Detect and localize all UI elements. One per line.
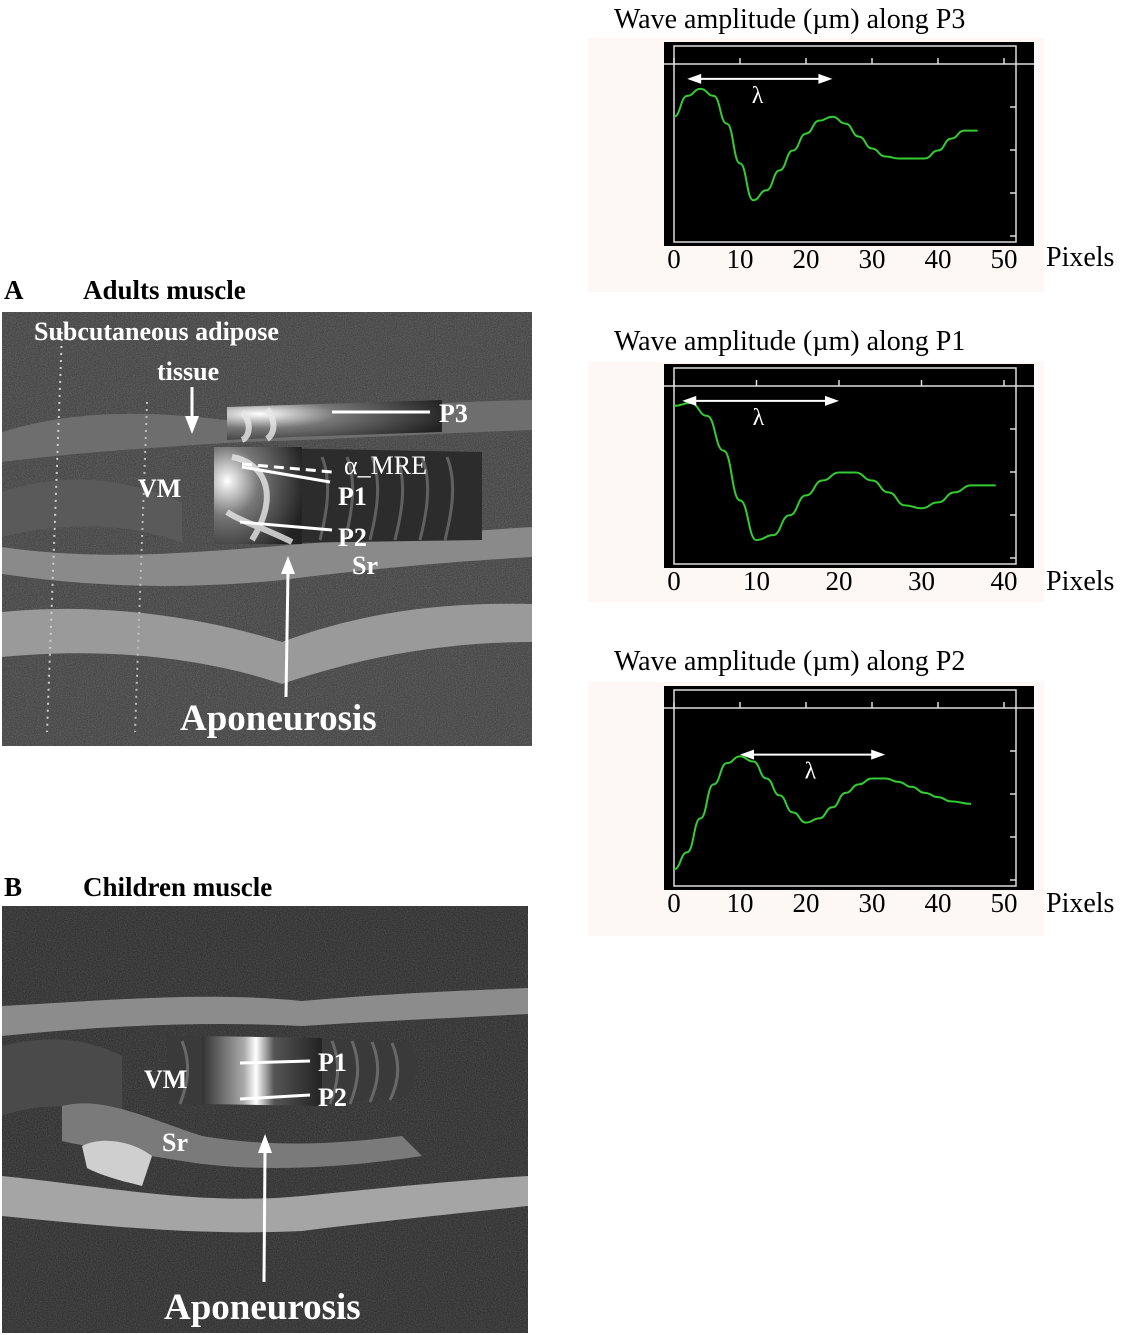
label-subcutaneous: Subcutaneous adipose (34, 317, 279, 346)
label-tissue: tissue (157, 357, 219, 386)
chart-p3: λ (664, 42, 1034, 246)
plot-area (664, 686, 1034, 890)
label-p3: P3 (439, 399, 468, 428)
chart-p1: λ (664, 364, 1034, 568)
x-axis-label-p1: Pixels (1046, 566, 1115, 597)
lambda-label: λ (753, 405, 765, 431)
adult-mre-image: Subcutaneous adipose tissue P3 α_MRE VM … (2, 312, 532, 746)
x-tick-label: 0 (667, 566, 681, 596)
plot-frame (673, 689, 1017, 887)
label-p2: P2 (338, 523, 367, 552)
plot-area (664, 42, 1034, 246)
lambda-arrow-head-left (682, 395, 697, 406)
lambda-label: λ (805, 759, 817, 785)
lambda-arrow-head-right (871, 749, 886, 760)
x-ticks-p3: 0 10 20 30 40 50 (664, 244, 1034, 278)
label-alpha-mre: α_MRE (344, 451, 427, 480)
chart-title-p2: Wave amplitude (µm) along P2 (614, 646, 966, 677)
label-p1-b: P1 (318, 1048, 347, 1077)
x-tick-label: 40 (924, 244, 952, 274)
data-line (673, 755, 972, 871)
label-sr-b: Sr (162, 1128, 188, 1157)
x-ticks-p1: 0 10 20 30 40 (664, 566, 1034, 600)
lambda-arrow-head-right (818, 73, 833, 84)
plot-frame (673, 367, 1017, 565)
lambda-label: λ (752, 83, 764, 109)
panel-b-title: Children muscle (83, 872, 273, 902)
label-p1: P1 (338, 482, 367, 511)
x-tick-label: 40 (924, 888, 952, 918)
panel-b-letter: B (4, 872, 23, 902)
panel-a-letter: A (4, 275, 24, 305)
x-tick-label: 30 (858, 244, 886, 274)
x-tick-label: 0 (667, 244, 681, 274)
plot-frame (673, 45, 1017, 243)
children-mre-image: VM P1 P2 Sr Aponeurosis (2, 906, 528, 1333)
x-tick-label: 20 (792, 244, 820, 274)
label-sr: Sr (352, 551, 378, 580)
plot-area (664, 364, 1034, 568)
x-axis-label-p2: Pixels (1046, 888, 1115, 919)
x-tick-label: 10 (726, 244, 754, 274)
x-ticks-p2: 0 10 20 30 40 50 (664, 888, 1034, 922)
chart-p2: λ (664, 686, 1034, 890)
chart-title-p3: Wave amplitude (µm) along P3 (614, 4, 966, 35)
label-p2-b: P2 (318, 1083, 347, 1112)
data-line (673, 87, 978, 202)
lambda-arrow-head-left (687, 73, 702, 84)
x-tick-label: 20 (825, 566, 853, 596)
x-tick-label: 10 (743, 566, 770, 596)
x-tick-label: 30 (858, 888, 886, 918)
x-tick-label: 0 (667, 888, 681, 918)
x-tick-label: 50 (990, 244, 1018, 274)
x-axis-label-p3: Pixels (1046, 242, 1115, 273)
x-tick-label: 50 (990, 888, 1018, 918)
data-line (673, 401, 996, 542)
x-tick-label: 30 (908, 566, 935, 596)
x-tick-label: 40 (990, 566, 1018, 596)
lambda-arrow-head-right (825, 395, 839, 406)
label-vm: VM (138, 474, 181, 503)
lambda-arrow-head-left (740, 749, 754, 760)
label-vm-b: VM (144, 1065, 187, 1094)
label-aponeurosis: Aponeurosis (180, 698, 377, 739)
x-tick-label: 10 (726, 888, 754, 918)
label-aponeurosis-b: Aponeurosis (164, 1287, 361, 1328)
chart-title-p1: Wave amplitude (µm) along P1 (614, 326, 966, 357)
panel-a-title: Adults muscle (83, 275, 246, 305)
x-tick-label: 20 (792, 888, 820, 918)
